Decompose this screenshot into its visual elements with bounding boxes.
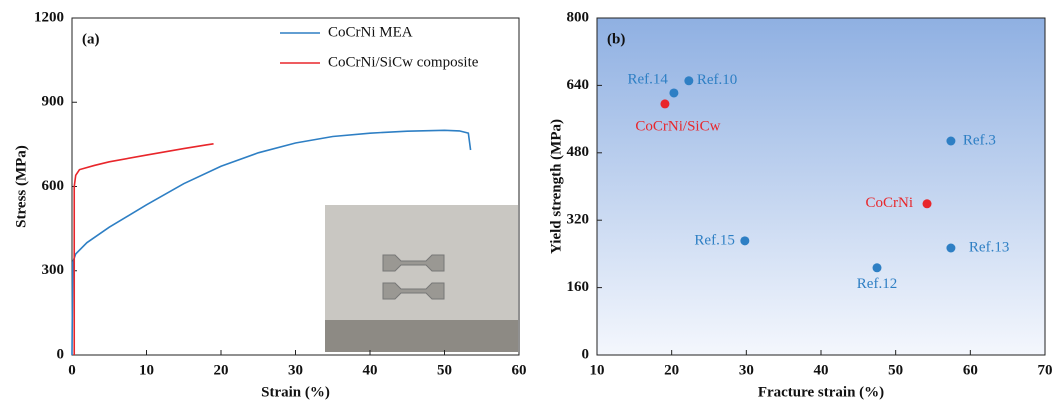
y-tick-label: 640 [567,77,590,93]
legend-label: CoCrNi MEA [328,24,413,40]
y-tick-label: 900 [42,94,65,110]
point [660,99,669,108]
point-label: CoCrNi/SiCw [635,118,720,134]
y-tick-label: 600 [42,178,65,194]
inset-photo [325,205,518,352]
x-tick-label: 10 [139,362,154,378]
point-label: Ref.15 [694,232,734,248]
point [946,137,955,146]
panel-label: (a) [82,31,100,47]
legend-label: CoCrNi/SiCw composite [328,54,479,70]
y-tick-label: 0 [57,346,65,362]
x-tick-label: 30 [288,362,303,378]
x-tick-label: 50 [888,362,903,378]
x-tick-label: 0 [68,362,76,378]
y-tick-label: 320 [567,212,590,228]
x-tick-label: 20 [214,362,229,378]
y-tick-label: 800 [567,9,590,25]
point-label: Ref.14 [627,71,668,87]
x-tick-label: 20 [664,362,679,378]
point [669,88,678,97]
x-tick-label: 60 [963,362,978,378]
point-label: Ref.10 [697,72,737,88]
x-tick-label: 10 [590,362,605,378]
y-tick-label: 0 [582,346,590,362]
x-axis-title: Fracture strain (%) [758,384,884,400]
point [740,236,749,245]
y-tick-label: 480 [567,144,590,160]
line-series [74,144,213,355]
x-tick-label: 40 [814,362,829,378]
y-axis-title: Yield strength (MPa) [548,119,564,254]
point [684,76,693,85]
y-axis-title: Stress (MPa) [13,145,29,228]
y-tick-label: 300 [42,262,65,278]
x-tick-label: 50 [437,362,452,378]
point [946,244,955,253]
x-tick-label: 40 [363,362,378,378]
y-tick-label: 160 [567,279,590,295]
point-label: CoCrNi [866,195,914,211]
point [873,263,882,272]
point-label: Ref.3 [963,132,996,148]
plot-background [597,18,1045,355]
x-tick-label: 70 [1038,362,1053,378]
x-axis-title: Strain (%) [261,384,330,400]
x-tick-label: 60 [512,362,527,378]
x-tick-label: 30 [739,362,754,378]
point-label: Ref.12 [857,276,897,292]
point [923,199,932,208]
panel-label: (b) [607,31,625,47]
y-tick-label: 1200 [34,9,64,25]
point-label: Ref.13 [969,239,1009,255]
figure: (a) (b) 010203040506003006009001200Strai… [0,0,1060,408]
